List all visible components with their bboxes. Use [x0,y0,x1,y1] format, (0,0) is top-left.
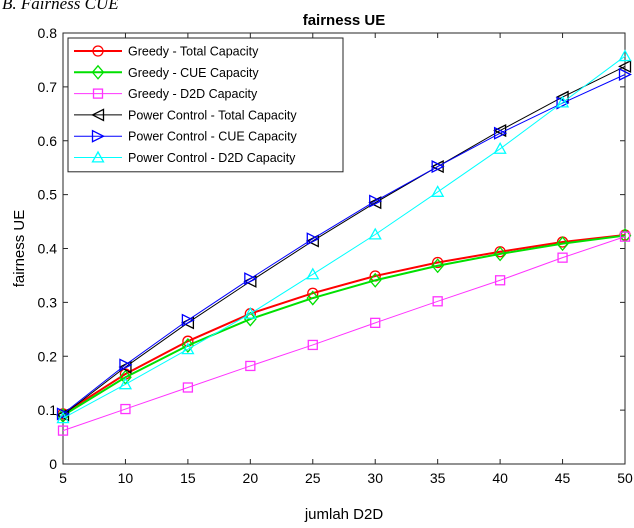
data-point [555,95,570,108]
series-layer [56,49,632,436]
series-3 [57,231,631,436]
y-tick-label: 0.2 [38,348,58,364]
legend-label: Power Control - CUE Capacity [128,130,298,144]
data-point [432,296,443,307]
data-point [245,360,256,372]
y-tick-label: 0.8 [38,25,58,41]
data-point [556,96,570,110]
data-point [181,337,195,353]
y-tick-label: 0.5 [38,187,58,203]
x-tick-label: 40 [492,470,508,486]
legend-label: Power Control - D2D Capacity [128,151,296,165]
data-point [619,231,631,242]
data-point [618,59,632,73]
x-tick-label: 30 [367,470,383,486]
data-point [431,160,445,174]
y-tick-label: 0.3 [38,294,58,310]
x-tick-label: 20 [243,470,259,486]
legend-item: Power Control - Total Capacity [74,108,297,122]
data-point [56,407,70,421]
legend-box [67,37,344,173]
series-6 [56,49,632,424]
data-point [118,377,133,390]
x-tick-label: 35 [430,470,446,486]
data-point [368,196,382,210]
legend-marker [92,45,104,57]
data-point [56,411,70,424]
series-line [62,234,626,417]
data-point [493,126,508,140]
series-line [62,55,626,419]
y-tick-label: 0.7 [38,79,58,95]
y-tick-label: 0.1 [38,402,58,418]
legend-label: Greedy - CUE Capacity [128,66,259,80]
legend-marker [91,64,105,80]
y-tick-label: 0 [49,456,57,472]
legend: Greedy - Total Capacity Greedy - CUE Capa… [67,37,344,173]
x-tick-label: 50 [617,470,633,486]
data-point [244,272,258,286]
series-line [62,65,626,416]
data-point [493,246,507,262]
data-point [306,267,320,280]
legend-item: Greedy - Total Capacity [74,45,259,59]
legend-item: Greedy - D2D Capacity [74,87,258,101]
figure-caption: B. Fairness CUE [2,0,119,13]
data-point [618,49,632,62]
legend-item: Power Control - CUE Capacity [74,129,298,144]
data-point [306,290,320,306]
legend-label: Greedy - D2D Capacity [128,87,258,101]
data-point [431,185,445,197]
data-point [368,227,382,240]
data-point [368,272,382,288]
data-point [243,306,257,319]
data-point [431,258,445,274]
data-point [370,317,381,328]
data-point [181,313,195,327]
series-line [62,74,626,415]
data-point [369,194,383,208]
x-tick-label: 25 [305,470,321,486]
data-point [119,358,133,372]
legend-marker [91,150,105,163]
data-point [556,236,569,252]
x-tick-label: 10 [118,470,134,486]
data-point [557,252,568,263]
data-point [494,275,506,286]
data-point [120,403,131,415]
chart-title: fairness UE [303,12,386,29]
x-axis-label: jumlah D2D [304,506,384,523]
data-point [618,67,632,82]
data-point [306,232,320,246]
data-point [307,339,318,351]
legend-label: Power Control - Total Capacity [128,108,297,122]
data-point [57,425,69,436]
data-point [305,234,319,248]
data-point [243,311,257,327]
y-axis-label: fairness UE [11,210,28,288]
x-tick-label: 45 [555,470,571,486]
data-point [432,256,444,269]
x-tick-label: 15 [180,470,196,486]
series-line [62,234,626,415]
x-tick-label: 5 [59,470,67,486]
data-point [181,342,195,355]
data-point [493,141,507,154]
axes: 5 10 15 20 25 30 35 40 45 50 0 0.1 0.2 0.3 0.4 0.5 0.6 0.… [38,25,633,486]
series-5 [56,67,632,421]
y-tick-label: 0.4 [38,241,58,257]
data-point [182,382,194,393]
legend-marker [92,88,104,99]
series-line [62,236,626,432]
legend-item: Power Control - D2D Capacity [74,150,296,165]
y-tick-label: 0.6 [38,133,58,149]
legend-marker [91,129,105,143]
legend-marker [91,108,105,122]
data-point [618,228,632,244]
legend-label: Greedy - Total Capacity [128,45,259,59]
legend-item: Greedy - CUE Capacity [74,64,259,80]
